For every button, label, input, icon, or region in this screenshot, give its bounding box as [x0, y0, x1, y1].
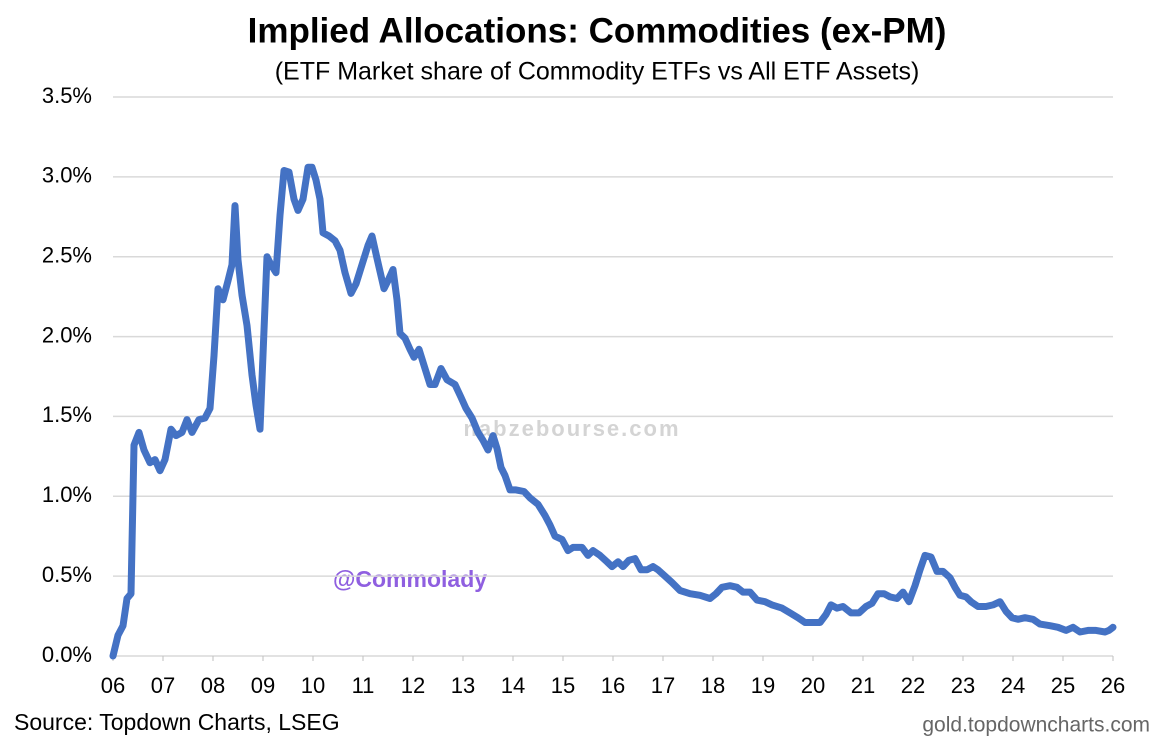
- x-tick-label: 23: [951, 673, 975, 698]
- y-tick-label: 3.5%: [42, 83, 92, 108]
- x-tick-label: 16: [601, 673, 625, 698]
- x-tick-label: 06: [101, 673, 125, 698]
- line-series: [109, 163, 1117, 660]
- y-tick-label: 2.0%: [42, 322, 92, 347]
- x-tick-label: 21: [851, 673, 875, 698]
- x-tick-label: 09: [251, 673, 275, 698]
- chart-title: Implied Allocations: Commodities (ex-PM): [248, 11, 947, 50]
- x-tick-label: 24: [1001, 673, 1025, 698]
- y-tick-label: 3.0%: [42, 163, 92, 188]
- chart-subtitle: (ETF Market share of Commodity ETFs vs A…: [275, 58, 920, 86]
- y-tick-label: 1.0%: [42, 482, 92, 507]
- watermark: nabzebourse.com: [463, 416, 680, 441]
- x-tick-label: 08: [201, 673, 225, 698]
- y-tick-label: 0.0%: [42, 642, 92, 667]
- x-tick-label: 10: [301, 673, 325, 698]
- x-tick-label: 07: [151, 673, 175, 698]
- x-tick-label: 13: [451, 673, 475, 698]
- x-tick-label: 26: [1101, 673, 1125, 698]
- x-tick-label: 22: [901, 673, 925, 698]
- y-tick-label: 1.5%: [42, 402, 92, 427]
- y-tick-label: 2.5%: [42, 243, 92, 268]
- source: Source: Topdown Charts, LSEG: [14, 709, 340, 735]
- x-tick-label: 25: [1051, 673, 1075, 698]
- y-tick-label: 0.5%: [42, 562, 92, 587]
- x-tick-label: 15: [551, 673, 575, 698]
- x-tick-label: 14: [501, 673, 525, 698]
- credit: gold.topdowncharts.com: [922, 714, 1150, 737]
- x-tick-label: 20: [801, 673, 825, 698]
- x-tick-label: 19: [751, 673, 775, 698]
- x-tick-label: 17: [651, 673, 675, 698]
- x-tick-label: 12: [401, 673, 425, 698]
- annotation: @Commolady: [333, 566, 487, 592]
- x-tick-label: 18: [701, 673, 725, 698]
- x-tick-label: 11: [352, 673, 375, 698]
